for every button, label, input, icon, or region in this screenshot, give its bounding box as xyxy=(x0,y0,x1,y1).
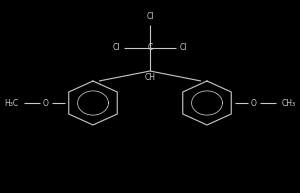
Text: CH₃: CH₃ xyxy=(282,98,296,108)
Text: Cl: Cl xyxy=(180,43,188,52)
Text: Cl: Cl xyxy=(112,43,120,52)
Text: Cl: Cl xyxy=(146,12,154,21)
Text: O: O xyxy=(43,98,49,108)
Text: C: C xyxy=(147,43,153,52)
Text: CH: CH xyxy=(145,73,155,82)
Text: H₃C: H₃C xyxy=(4,98,18,108)
Text: O: O xyxy=(251,98,257,108)
